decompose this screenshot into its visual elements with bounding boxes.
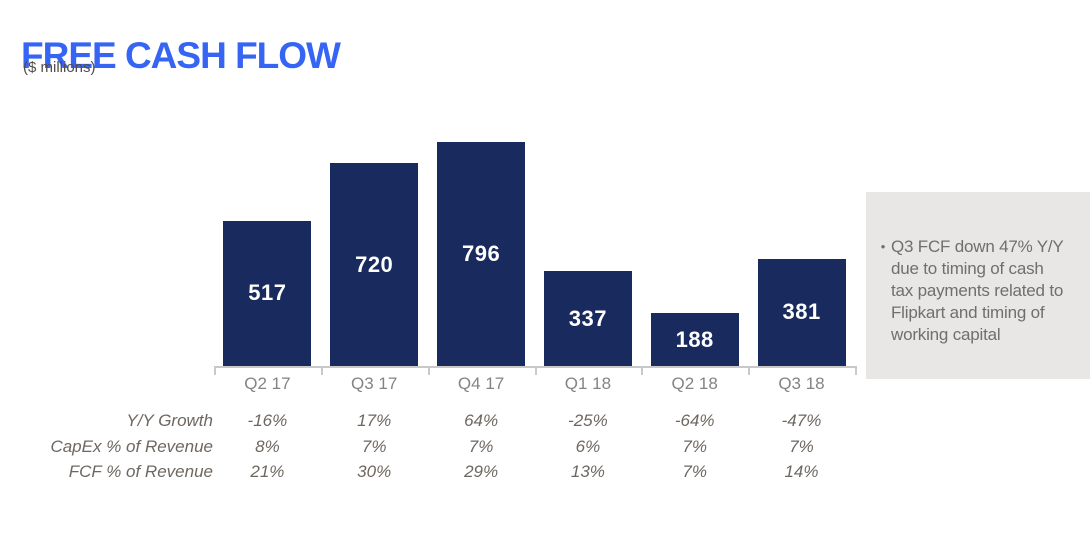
bar-value-label: 517 — [248, 280, 287, 306]
bar-q3-18: 381 — [757, 258, 846, 366]
metric-value: -64% — [674, 411, 715, 430]
metric-value: -16% — [247, 411, 288, 430]
bar-q2-17: 517 — [223, 220, 312, 366]
bar-q1-18: 337 — [543, 271, 632, 366]
metric-row-label-fcf-of-revenue: FCF % of Revenue — [68, 462, 213, 481]
metric-value: 29% — [464, 462, 499, 481]
metric-value: 30% — [357, 462, 392, 481]
bar-value-label: 720 — [355, 251, 394, 277]
bar-value-label: 381 — [782, 299, 821, 325]
x-axis-tick — [214, 366, 216, 375]
metric-row-label-capex-of-revenue: CapEx % of Revenue — [50, 436, 213, 456]
x-axis-label-q1-18: Q1 18 — [564, 374, 612, 393]
bar-value-label: 337 — [568, 305, 607, 331]
page-subtitle: ($ millions) — [23, 59, 96, 76]
metric-value: 6% — [575, 436, 601, 456]
metric-row-label-y-y-growth: Y/Y Growth — [126, 411, 213, 430]
metric-value: 7% — [789, 436, 814, 456]
metric-value: 17% — [357, 411, 392, 430]
x-axis-tick — [748, 366, 751, 375]
x-axis-label-q2-17: Q2 17 — [244, 374, 291, 393]
callout-box: • Q3 FCF down 47% Y/Y due to timing of c… — [866, 192, 1090, 379]
x-axis-tick — [855, 366, 857, 375]
page-title: FREE CASH FLOW — [21, 34, 341, 76]
bullet-icon: • — [880, 239, 886, 254]
metric-value: 7% — [682, 436, 707, 456]
metric-value: 8% — [255, 436, 280, 456]
x-axis-label-q3-17: Q3 17 — [351, 374, 398, 393]
bar-q3-17: 720 — [330, 163, 419, 366]
metric-value: 21% — [250, 462, 285, 481]
metric-value: 7% — [468, 436, 494, 456]
bar-value-label: 796 — [461, 241, 501, 266]
callout-text: Q3 FCF down 47% Y/Y due to timing of cas… — [891, 237, 1064, 344]
metric-value: 7% — [682, 462, 707, 481]
bar-q2-18: 188 — [650, 313, 739, 366]
x-axis-label-q4-17: Q4 17 — [457, 374, 505, 393]
bar-value-label: 188 — [675, 326, 714, 352]
metric-value: -25% — [568, 411, 608, 430]
metric-value: 13% — [570, 462, 605, 481]
metric-value: 14% — [784, 462, 819, 481]
metric-value: 7% — [361, 436, 387, 456]
x-axis-label-q2-18: Q2 18 — [671, 374, 718, 393]
metric-value: 64% — [464, 411, 499, 430]
x-axis-tick — [320, 366, 323, 375]
x-axis-tick — [534, 366, 537, 375]
metric-value: -47% — [781, 411, 822, 430]
x-axis-tick — [427, 366, 430, 375]
x-axis-tick — [641, 366, 644, 375]
bar-q4-17: 796 — [437, 142, 526, 366]
x-axis-label-q3-18: Q3 18 — [778, 374, 825, 393]
